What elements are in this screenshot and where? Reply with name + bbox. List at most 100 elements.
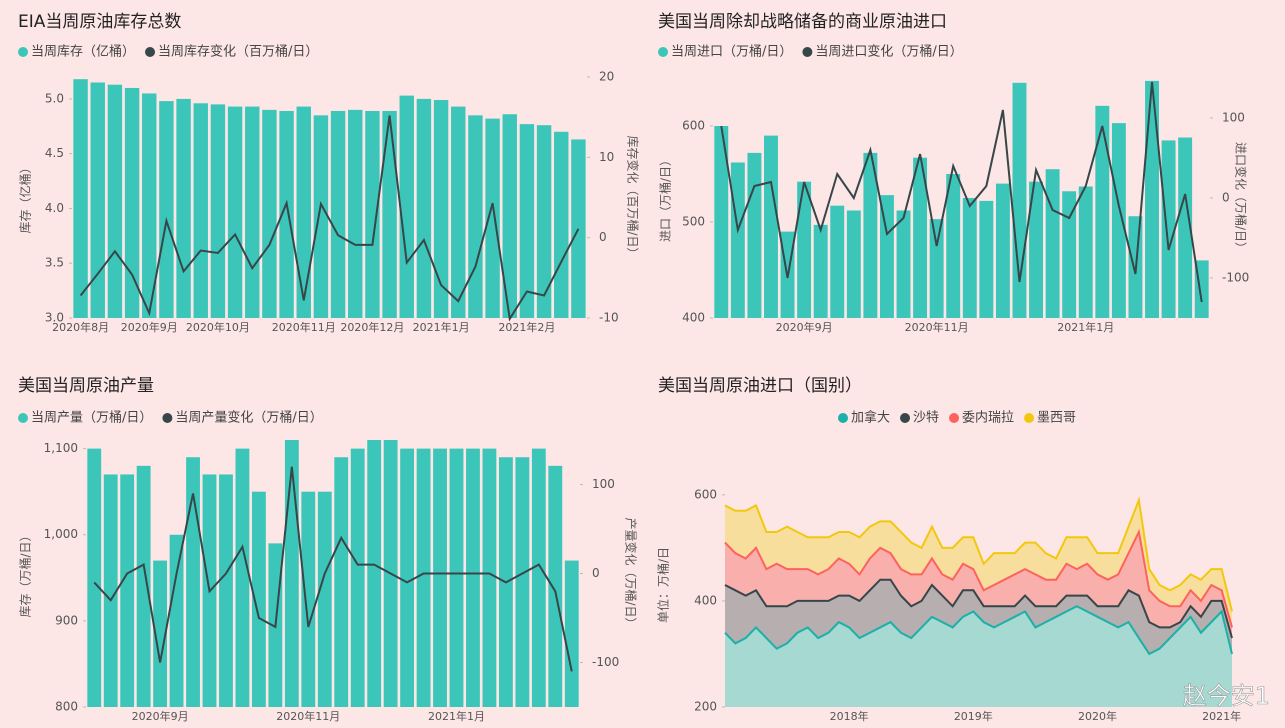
y-tick-label: 900: [55, 613, 78, 627]
y-tick-label: 800: [55, 700, 78, 714]
bar: [296, 106, 311, 318]
x-tick-label: 2021年1月: [1057, 320, 1114, 334]
y-axis-label: 库存（亿桶）: [18, 161, 33, 233]
legend-marker: [145, 47, 156, 57]
bar: [245, 106, 260, 318]
x-tick-label: 2020年11月: [905, 320, 969, 334]
legend-label: 当周库存变化（百万桶/日）: [158, 44, 318, 60]
x-tick-label: 2021年: [1202, 709, 1241, 723]
y2-tick-label: 100: [592, 477, 615, 491]
x-tick-label: 2021年1月: [413, 320, 470, 334]
bar: [301, 491, 316, 707]
x-tick-label: 2018年: [830, 709, 869, 723]
y2-axis-label: 进口变化（万桶/日）: [1234, 142, 1249, 254]
bar: [863, 152, 878, 318]
area-line: [724, 528, 1233, 628]
bar: [515, 457, 530, 707]
bar: [571, 139, 586, 318]
bar: [433, 448, 447, 707]
legend-marker: [838, 413, 848, 423]
y-axis-label: 单位：万桶/日: [656, 547, 671, 623]
bar: [1078, 186, 1093, 318]
bar: [416, 448, 431, 707]
y-tick-label: 4.0: [45, 201, 64, 215]
legend-marker: [18, 47, 28, 57]
chart-title: 美国当周原油进口（国别）: [658, 376, 862, 396]
bar: [382, 110, 397, 318]
x-tick-label: 2020年9月: [121, 320, 178, 334]
x-tick-label: 2020年10月: [186, 320, 250, 334]
change-line: [720, 81, 1203, 303]
bar: [73, 79, 88, 318]
legend-label: 加拿大: [851, 410, 890, 426]
bar: [107, 84, 123, 318]
bar: [548, 465, 563, 707]
change-line: [79, 115, 580, 322]
bar: [169, 534, 184, 707]
bar: [468, 115, 483, 318]
bar: [365, 110, 380, 318]
bar: [279, 110, 294, 318]
y-tick-label: 600: [694, 487, 717, 501]
bar: [449, 448, 464, 707]
legend-label: 当周进口（万桶/日）: [671, 45, 792, 60]
bar: [330, 110, 346, 318]
bar: [193, 103, 208, 318]
legend-marker: [900, 413, 911, 423]
bar: [1062, 191, 1077, 318]
bar: [1161, 140, 1176, 318]
bar: [227, 106, 243, 318]
x-tick-label: 2020年12月: [340, 320, 404, 334]
y2-tick-label: 100: [1222, 111, 1245, 125]
bar: [317, 491, 332, 707]
y-tick-label: 1,100: [44, 441, 78, 455]
bar: [1111, 123, 1126, 319]
bar: [153, 560, 168, 707]
y-axis-label: 库存（万桶/日）: [18, 529, 33, 617]
bar: [830, 205, 845, 318]
bar: [90, 82, 105, 319]
bar: [1029, 181, 1044, 318]
legend-marker: [1024, 413, 1035, 423]
y2-tick-label: -100: [592, 655, 619, 669]
bar: [451, 106, 466, 318]
bar: [103, 474, 118, 707]
bar: [747, 152, 762, 318]
bar: [482, 448, 497, 707]
bar: [879, 195, 894, 318]
bar: [730, 162, 745, 318]
bar: [251, 491, 266, 707]
y-axis-label: 进口（万桶/日）: [658, 154, 673, 242]
bar: [159, 101, 174, 318]
bar: [235, 448, 250, 707]
bar: [87, 448, 102, 707]
bar: [219, 474, 233, 707]
bar: [136, 465, 151, 707]
y2-tick-label: -100: [1222, 271, 1249, 285]
bar: [313, 115, 329, 318]
y-tick-label: 400: [682, 311, 705, 325]
x-tick-label: 2020年9月: [132, 709, 189, 723]
bar: [142, 93, 157, 318]
bar: [813, 224, 828, 318]
area-line: [724, 578, 1233, 639]
bar: [962, 198, 977, 318]
bar: [797, 181, 812, 318]
bar: [554, 131, 569, 318]
bar: [348, 109, 363, 318]
bar: [176, 98, 191, 318]
bar: [120, 474, 135, 707]
legend-marker: [802, 47, 813, 57]
y2-tick-label: 0: [599, 230, 607, 244]
legend-label: 当周库存（亿桶）: [31, 44, 135, 60]
y-tick-label: 5.0: [45, 91, 64, 105]
bar: [896, 210, 911, 318]
legend-marker: [18, 413, 28, 423]
bar: [564, 560, 579, 707]
bar: [124, 87, 140, 318]
legend-label: 当周产量（万桶/日）: [31, 411, 152, 426]
area-band: [725, 500, 1232, 628]
chart-title: 美国当周除却战略储备的商业原油进口: [658, 12, 947, 32]
